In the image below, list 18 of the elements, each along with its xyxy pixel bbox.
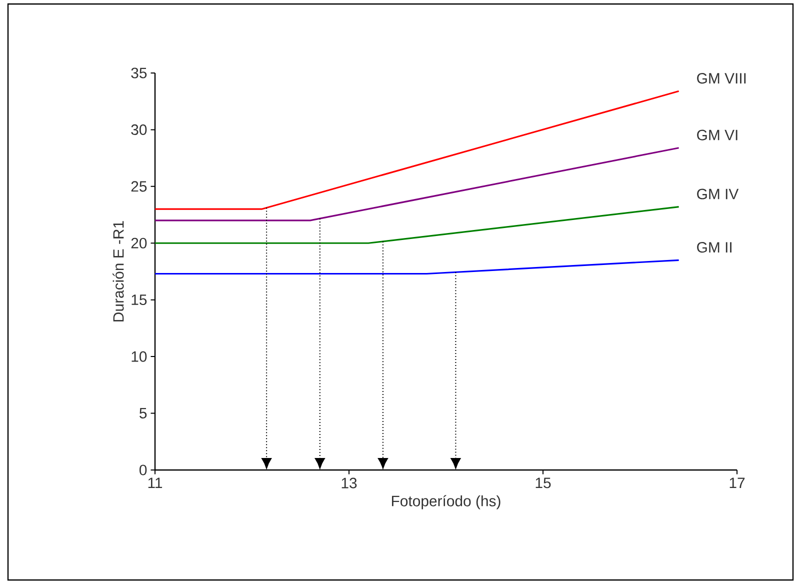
series-label: GM IV	[697, 188, 739, 200]
x-tick-label: 17	[730, 478, 745, 488]
y-tick-label: 20	[131, 238, 147, 248]
x-tick-label: 15	[536, 478, 551, 488]
y-tick-label: 0	[140, 464, 147, 476]
series-label: GM VIII	[697, 73, 746, 84]
y-tick-label: 30	[131, 124, 147, 135]
series-label: GM II	[697, 242, 732, 253]
y-tick-label: 15	[132, 294, 147, 306]
series-label: GM VI	[697, 130, 738, 140]
x-axis-title: Fotoperíodo (hs)	[392, 495, 500, 510]
y-axis-title: Duración E -R1	[112, 221, 124, 322]
x-tick-label: 13	[342, 478, 357, 488]
y-tick-label: 35	[131, 68, 147, 78]
x-tick-label: 11	[148, 478, 162, 488]
y-tick-label: 25	[131, 181, 147, 192]
y-tick-label: 10	[132, 351, 147, 362]
y-tick-label: 5	[140, 408, 147, 418]
